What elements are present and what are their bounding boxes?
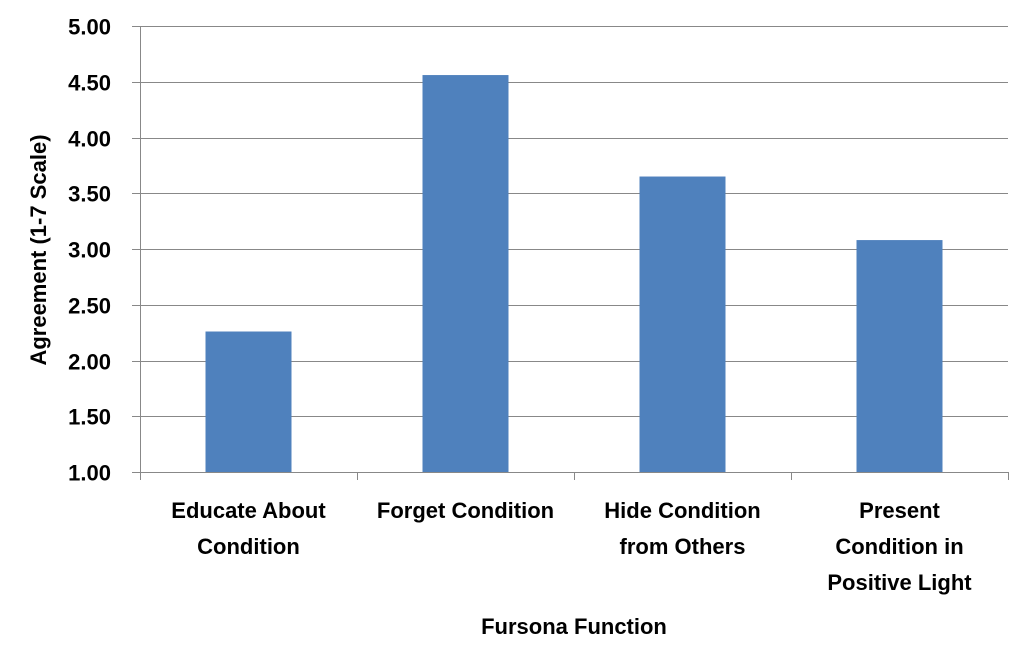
x-tick-labels: Educate About Condition Forget Condition Hi… (171, 498, 972, 595)
x-tick-label: Forget Condition (377, 498, 554, 523)
y-tick-labels: 1.00 1.50 2.00 2.50 3.00 3.50 4.00 4.50 5.00 (68, 15, 111, 486)
x-tick-label-line: Positive Light (827, 570, 972, 595)
bars (205, 75, 943, 472)
x-tick-label-line: Forget Condition (377, 498, 554, 523)
x-tick-label: Educate About Condition (171, 498, 326, 559)
y-tick-label: 1.50 (68, 405, 111, 430)
y-tick-label: 1.00 (68, 461, 111, 486)
x-tick-label-line: Educate About (171, 498, 326, 523)
y-tick-label: 5.00 (68, 15, 111, 40)
bar (205, 331, 292, 472)
y-tick-label: 3.00 (68, 238, 111, 263)
x-tick-label: Hide Condition from Others (604, 498, 760, 559)
axes (132, 26, 1009, 480)
bar (639, 176, 726, 472)
x-axis-title: Fursona Function (481, 614, 667, 639)
bar (856, 240, 943, 472)
y-tick-label: 3.50 (68, 182, 111, 207)
y-tick-label: 4.00 (68, 127, 111, 152)
x-tick-label: Present Condition in Positive Light (827, 498, 972, 595)
y-axis-title: Agreement (1-7 Scale) (26, 134, 51, 365)
y-tick-label: 2.50 (68, 294, 111, 319)
x-tick-label-line: from Others (620, 534, 746, 559)
x-tick-label-line: Condition in (835, 534, 963, 559)
y-tick-label: 2.00 (68, 350, 111, 375)
x-tick-label-line: Condition (197, 534, 300, 559)
x-tick-label-line: Present (859, 498, 940, 523)
x-tick-label-line: Hide Condition (604, 498, 760, 523)
bar (422, 75, 509, 472)
y-tick-label: 4.50 (68, 71, 111, 96)
